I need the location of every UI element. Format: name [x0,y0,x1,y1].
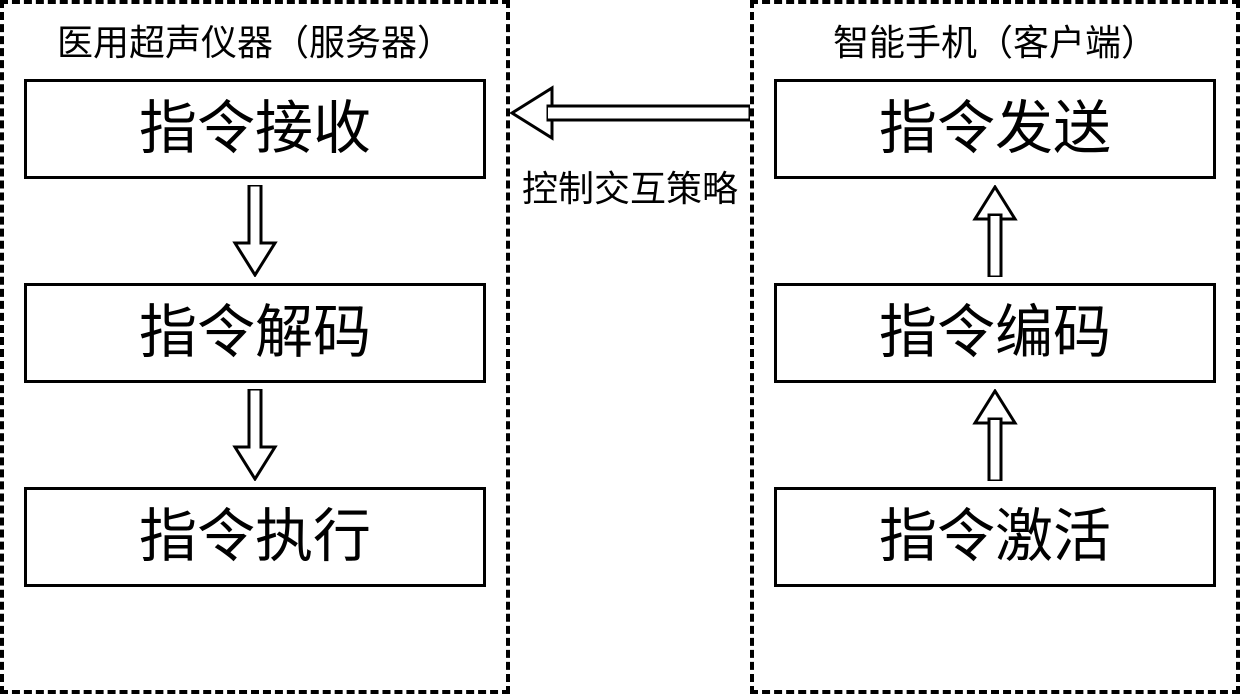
client-container: 智能手机（客户端） 指令发送 指令编码 指令激活 [750,0,1240,694]
arrow-up-1 [774,185,1216,277]
node-recv: 指令接收 [24,79,486,179]
cross-link: 控制交互策略 [510,78,750,188]
node-encode: 指令编码 [774,283,1216,383]
cross-link-label: 控制交互策略 [510,160,750,212]
node-send: 指令发送 [774,79,1216,179]
client-title: 智能手机（客户端） [774,22,1216,65]
node-decode: 指令解码 [24,283,486,383]
arrow-down-2 [24,389,486,481]
arrow-down-1 [24,185,486,277]
server-title: 医用超声仪器（服务器） [24,22,486,65]
arrow-up-2 [774,389,1216,481]
node-activate: 指令激活 [774,487,1216,587]
node-exec: 指令执行 [24,487,486,587]
server-container: 医用超声仪器（服务器） 指令接收 指令解码 指令执行 [0,0,510,694]
